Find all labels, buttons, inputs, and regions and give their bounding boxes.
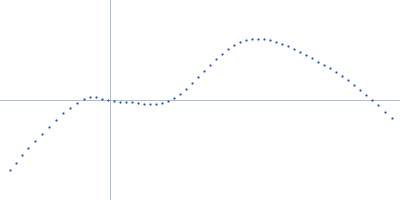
Point: [87, 95, 93, 99]
Point: [267, 38, 273, 42]
Point: [231, 43, 237, 47]
Point: [345, 78, 351, 82]
Point: [60, 111, 66, 115]
Point: [237, 40, 243, 44]
Point: [375, 103, 381, 107]
Point: [357, 88, 363, 92]
Point: [53, 118, 59, 122]
Point: [195, 75, 201, 79]
Point: [297, 50, 303, 54]
Point: [243, 38, 249, 42]
Point: [111, 99, 117, 103]
Point: [207, 63, 213, 67]
Point: [389, 116, 395, 120]
Point: [117, 100, 123, 104]
Point: [129, 100, 135, 104]
Point: [315, 60, 321, 64]
Point: [225, 47, 231, 51]
Point: [255, 37, 261, 41]
Point: [249, 37, 255, 41]
Point: [339, 74, 345, 78]
Point: [327, 66, 333, 70]
Point: [219, 52, 225, 56]
Point: [279, 42, 285, 46]
Point: [46, 125, 52, 129]
Point: [25, 146, 31, 150]
Point: [177, 92, 183, 96]
Point: [141, 102, 147, 106]
Point: [309, 56, 315, 60]
Point: [333, 70, 339, 74]
Point: [74, 101, 80, 105]
Point: [291, 47, 297, 51]
Point: [105, 98, 111, 102]
Point: [159, 101, 165, 105]
Point: [189, 81, 195, 85]
Point: [382, 110, 388, 114]
Point: [285, 44, 291, 48]
Point: [351, 83, 357, 87]
Point: [13, 161, 19, 165]
Point: [19, 153, 25, 157]
Point: [261, 37, 267, 41]
Point: [153, 102, 159, 106]
Point: [273, 40, 279, 44]
Point: [171, 96, 177, 100]
Point: [32, 139, 38, 143]
Point: [165, 99, 171, 103]
Point: [213, 57, 219, 61]
Point: [303, 53, 309, 57]
Point: [369, 98, 375, 102]
Point: [67, 106, 73, 110]
Point: [183, 87, 189, 91]
Point: [321, 63, 327, 67]
Point: [363, 93, 369, 97]
Point: [123, 100, 129, 104]
Point: [93, 95, 99, 99]
Point: [135, 101, 141, 105]
Point: [147, 102, 153, 106]
Point: [201, 69, 207, 73]
Point: [39, 132, 45, 136]
Point: [81, 97, 87, 101]
Point: [7, 168, 13, 172]
Point: [99, 97, 105, 101]
